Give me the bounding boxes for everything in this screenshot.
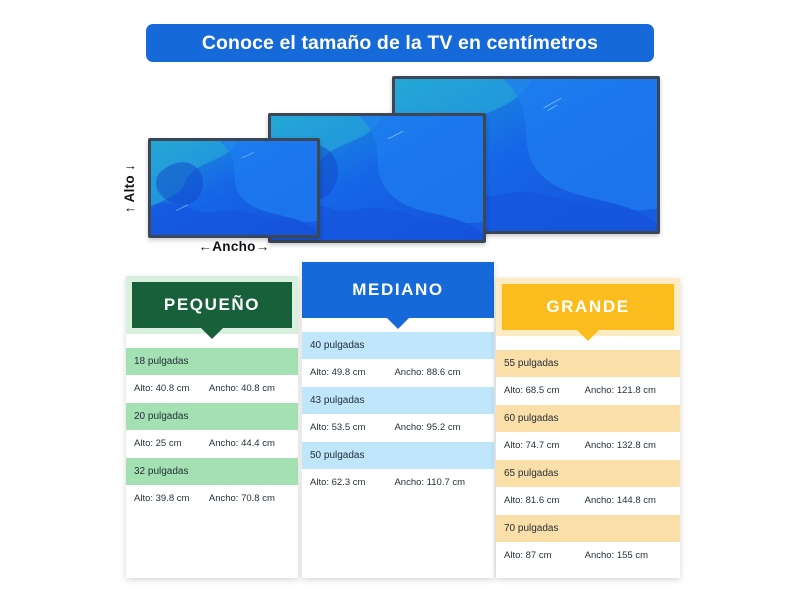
row-dims: Alto: 53.5 cm Ancho: 95.2 cm — [302, 414, 494, 442]
row-dims: Alto: 40.8 cm Ancho: 40.8 cm — [126, 375, 298, 403]
row-dims: Alto: 74.7 cm Ancho: 132.8 cm — [496, 432, 680, 460]
row-ancho: Ancho: 132.8 cm — [584, 440, 656, 451]
card-grande-header: GRANDE — [496, 278, 680, 341]
row-ancho: Ancho: 144.8 cm — [584, 495, 656, 506]
row-size: 50 pulgadas — [302, 442, 494, 469]
row-dims: Alto: 49.8 cm Ancho: 88.6 cm — [302, 359, 494, 387]
notch-arrow-icon — [201, 328, 223, 339]
card-grande-rows: 55 pulgadas Alto: 68.5 cm Ancho: 121.8 c… — [496, 336, 680, 570]
row-ancho: Ancho: 40.8 cm — [208, 383, 275, 394]
row-size: 40 pulgadas — [302, 332, 494, 359]
card-grande-title: GRANDE — [546, 297, 630, 316]
tv-illustration: ↑ Alto ↓ ←Ancho→ — [0, 62, 800, 257]
tv-small — [148, 138, 320, 238]
card-pequeno-badge: PEQUEÑO — [132, 282, 292, 339]
notch-arrow-icon — [577, 330, 599, 341]
row-ancho: Ancho: 95.2 cm — [394, 422, 461, 433]
row-alto: Alto: 74.7 cm — [504, 440, 560, 451]
row-size: 20 pulgadas — [126, 403, 298, 430]
row-alto: Alto: 25 cm — [134, 438, 182, 449]
row-ancho: Ancho: 44.4 cm — [208, 438, 275, 449]
row-dims: Alto: 39.8 cm Ancho: 70.8 cm — [126, 485, 298, 513]
page-title-bar: Conoce el tamaño de la TV en centímetros — [146, 24, 654, 62]
row-dims: Alto: 81.6 cm Ancho: 144.8 cm — [496, 487, 680, 515]
card-mediano-title: MEDIANO — [352, 280, 444, 299]
tv-small-screen — [151, 141, 317, 235]
card-pequeno-rows: 18 pulgadas Alto: 40.8 cm Ancho: 40.8 cm… — [126, 334, 298, 513]
row-ancho: Ancho: 110.7 cm — [394, 477, 466, 488]
row-size: 65 pulgadas — [496, 460, 680, 487]
card-pequeno-title: PEQUEÑO — [163, 295, 261, 314]
row-alto: Alto: 39.8 cm — [134, 493, 190, 504]
card-mediano-rows: 40 pulgadas Alto: 49.8 cm Ancho: 88.6 cm… — [302, 318, 494, 497]
card-mediano-badge: MEDIANO — [302, 262, 494, 329]
page-title: Conoce el tamaño de la TV en centímetros — [201, 31, 599, 54]
row-size: 32 pulgadas — [126, 458, 298, 485]
row-dims: Alto: 87 cm Ancho: 155 cm — [496, 542, 680, 570]
row-size: 70 pulgadas — [496, 515, 680, 542]
ancho-dimension-label: ←Ancho→ — [148, 239, 320, 254]
row-alto: Alto: 68.5 cm — [504, 385, 560, 396]
card-grande: GRANDE 55 pulgadas Alto: 68.5 cm Ancho: … — [496, 278, 680, 578]
card-mediano: MEDIANO 40 pulgadas Alto: 49.8 cm Ancho:… — [302, 262, 494, 578]
card-grande-badge: GRANDE — [502, 284, 674, 341]
row-alto: Alto: 87 cm — [504, 550, 552, 561]
notch-arrow-icon — [387, 318, 409, 329]
row-ancho: Ancho: 70.8 cm — [208, 493, 275, 504]
row-size: 55 pulgadas — [496, 350, 680, 377]
row-size: 60 pulgadas — [496, 405, 680, 432]
row-dims: Alto: 68.5 cm Ancho: 121.8 cm — [496, 377, 680, 405]
row-size: 43 pulgadas — [302, 387, 494, 414]
row-alto: Alto: 53.5 cm — [310, 422, 366, 433]
row-alto: Alto: 40.8 cm — [134, 383, 190, 394]
row-dims: Alto: 25 cm Ancho: 44.4 cm — [126, 430, 298, 458]
row-ancho: Ancho: 121.8 cm — [584, 385, 656, 396]
card-pequeno: PEQUEÑO 18 pulgadas Alto: 40.8 cm Ancho:… — [126, 276, 298, 578]
row-size: 18 pulgadas — [126, 348, 298, 375]
row-alto: Alto: 81.6 cm — [504, 495, 560, 506]
ancho-label-text: ←Ancho→ — [198, 239, 270, 254]
row-ancho: Ancho: 88.6 cm — [394, 367, 461, 378]
row-alto: Alto: 62.3 cm — [310, 477, 366, 488]
row-ancho: Ancho: 155 cm — [584, 550, 648, 561]
row-alto: Alto: 49.8 cm — [310, 367, 366, 378]
tv-small-artwork — [151, 141, 317, 235]
card-mediano-header: MEDIANO — [302, 262, 494, 329]
row-dims: Alto: 62.3 cm Ancho: 110.7 cm — [302, 469, 494, 497]
card-pequeno-header: PEQUEÑO — [126, 276, 298, 339]
